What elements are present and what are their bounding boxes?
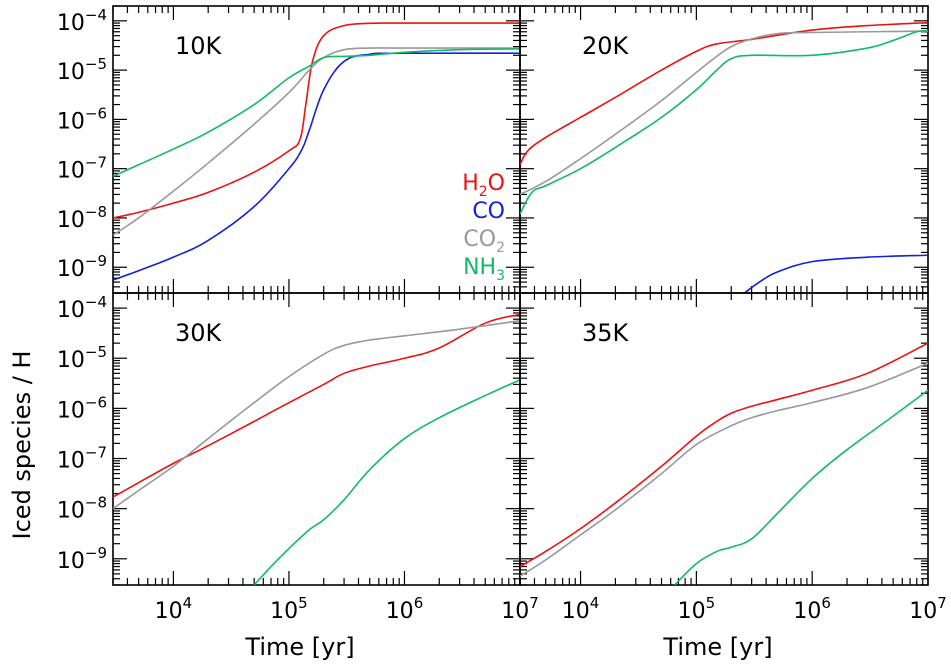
series-co-line bbox=[113, 52, 520, 281]
legend-entry: CO2 bbox=[463, 227, 505, 256]
series-co2-line bbox=[520, 362, 928, 577]
series-group bbox=[113, 313, 520, 585]
series-h2o-line bbox=[520, 342, 928, 568]
legend-entry: CO bbox=[472, 199, 505, 224]
x-ticks bbox=[519, 6, 929, 293]
series-nh3-line bbox=[253, 379, 520, 585]
legend-entry: H2O bbox=[462, 171, 505, 200]
series-h2o-line bbox=[113, 313, 520, 498]
series-co2-line bbox=[113, 47, 520, 236]
series-nh3-line bbox=[113, 48, 520, 178]
x-tick-label: 104 bbox=[155, 594, 193, 624]
y-tick-label: 10−7 bbox=[57, 444, 107, 474]
series-co2-line bbox=[113, 319, 520, 510]
panel-30K: 10−9 10−8 10−7 10−6 10−5 10−4 104 105 106 107 30K bbox=[57, 292, 539, 624]
y-tick-label: 10−6 bbox=[57, 104, 107, 134]
x-tick-label: 107 bbox=[909, 594, 947, 624]
series-nh3-line bbox=[674, 389, 928, 585]
x-tick-label: 106 bbox=[793, 594, 831, 624]
y-tick-label: 10−8 bbox=[57, 203, 107, 233]
panel-label: 10K bbox=[175, 32, 223, 60]
y-tick-label: 10−9 bbox=[57, 544, 107, 574]
panel-label: 35K bbox=[582, 319, 630, 347]
series-group bbox=[520, 21, 928, 293]
x-axis-label-left: Time [yr] bbox=[244, 633, 354, 661]
x-tick-label: 106 bbox=[386, 594, 424, 624]
legend-entry: NH3 bbox=[463, 255, 505, 284]
y-tick-label: 10−4 bbox=[57, 293, 107, 323]
y-tick-label: 10−4 bbox=[57, 6, 107, 36]
panel-frame bbox=[519, 292, 929, 586]
x-tick-label: 105 bbox=[270, 594, 308, 624]
x-tick-label: 107 bbox=[501, 594, 539, 624]
y-tick-label: 10−7 bbox=[57, 154, 107, 184]
y-tick-label: 10−6 bbox=[57, 393, 107, 423]
series-group bbox=[520, 342, 928, 585]
x-tick-label: 105 bbox=[678, 594, 716, 624]
y-ticks bbox=[113, 5, 520, 294]
x-tick-label: 104 bbox=[562, 594, 600, 624]
series-co-line bbox=[743, 254, 928, 293]
series-co2-line bbox=[520, 30, 928, 196]
y-ticks bbox=[520, 292, 928, 586]
y-tick-label: 10−9 bbox=[57, 252, 107, 282]
y-ticks bbox=[113, 292, 520, 586]
panel-35K: 104 105 106 107 35K bbox=[519, 292, 947, 624]
series-group bbox=[113, 22, 520, 281]
series-nh3-line bbox=[520, 30, 928, 215]
y-tick-label: 10−5 bbox=[57, 55, 107, 85]
panel-20K: 20K bbox=[519, 5, 929, 294]
panel-label: 20K bbox=[582, 32, 630, 60]
y-axis-label: Iced species / H bbox=[8, 351, 36, 540]
series-h2o-line bbox=[113, 22, 520, 219]
panel-10K: 10−9 10−8 10−7 10−6 10−5 10−4 10K bbox=[57, 5, 521, 294]
y-tick-label: 10−5 bbox=[57, 343, 107, 373]
x-axis-label-right: Time [yr] bbox=[662, 633, 772, 661]
series-h2o-line bbox=[520, 21, 928, 166]
y-tick-label: 10−8 bbox=[57, 494, 107, 524]
panel-label: 30K bbox=[175, 319, 223, 347]
